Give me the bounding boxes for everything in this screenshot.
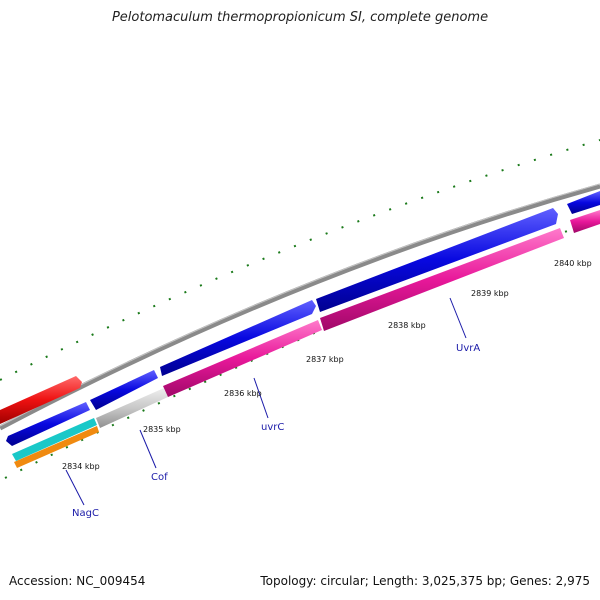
reverse-gene-3: [570, 210, 600, 233]
nagc-gene-cyan: [12, 418, 97, 461]
gene-label-uvra: UvrA: [456, 343, 480, 354]
scale-label-2839: 2839 kbp: [471, 289, 509, 298]
genome-backbone-highlight: [0, 183, 600, 427]
scale-label-2840: 2840 kbp: [554, 259, 592, 268]
genome-summary-text: Topology: circular; Length: 3,025,375 bp…: [260, 574, 590, 588]
scale-label-2834: 2834 kbp: [62, 462, 100, 471]
cof-label-line: [139, 429, 157, 469]
accession-text: Accession: NC_009454: [9, 574, 146, 588]
forward-gene-3: [160, 300, 316, 376]
reverse-gene-2: [320, 228, 564, 331]
map-title: Pelotomaculum thermopropionicum SI, comp…: [111, 10, 489, 25]
gene-label-uvrc: uvrC: [261, 422, 284, 433]
uvra-label-line: [449, 297, 467, 339]
nagc-gene-orange: [14, 426, 99, 468]
gene-label-nagc: NagC: [72, 508, 99, 519]
nagc-label-line: [65, 469, 85, 506]
forward-gene-2: [90, 370, 158, 410]
scale-label-2836: 2836 kbp: [224, 389, 262, 398]
forward-gene-1: [6, 402, 90, 446]
forward-gene-5: [567, 191, 600, 214]
tick-ring-outer: [0, 139, 600, 381]
scale-label-2838: 2838 kbp: [388, 321, 426, 330]
cof-gene: [96, 388, 168, 428]
scale-label-2837: 2837 kbp: [306, 355, 344, 364]
gene-label-cof: Cof: [151, 472, 168, 483]
scale-label-2835: 2835 kbp: [143, 425, 181, 434]
reverse-gene-1: [163, 320, 322, 397]
uvrc-label-line: [253, 377, 269, 419]
forward-gene-4: [316, 208, 558, 312]
red-gene-arrow: [0, 376, 82, 424]
genome-backbone: [0, 183, 600, 431]
